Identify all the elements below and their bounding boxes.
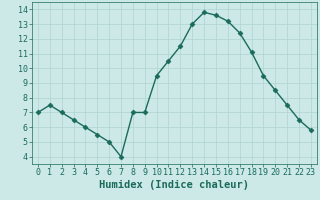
X-axis label: Humidex (Indice chaleur): Humidex (Indice chaleur) — [100, 180, 249, 190]
